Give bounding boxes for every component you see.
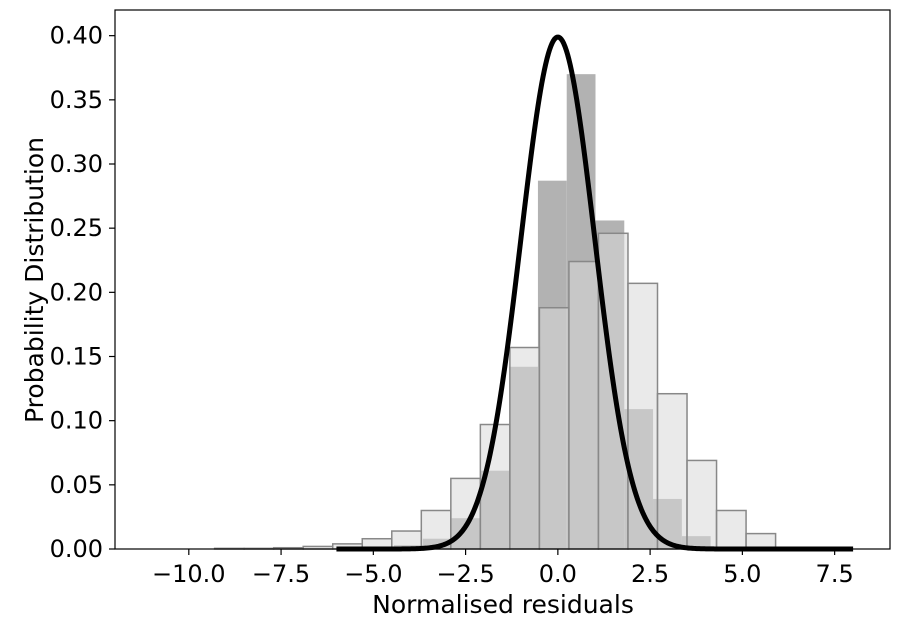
y-tick-label: 0.15 [50,343,103,371]
x-tick-label: −7.5 [252,560,310,588]
x-tick-label: 0.0 [539,560,577,588]
outline-histogram-bar [538,306,570,550]
outline-histogram-bar [479,423,511,550]
x-tick-label: −10.0 [152,560,226,588]
y-tick-label: 0.05 [50,471,103,499]
outline-histogram-bar [568,260,600,550]
y-tick-label: 0.35 [50,86,103,114]
plot-area [213,34,855,552]
y-tick-label: 0.25 [50,214,103,242]
y-tick-label: 0.00 [50,535,103,563]
y-axis: 0.00 0.05 0.10 0.15 0.20 0.25 0.30 0.35 0.40 [50,22,115,563]
y-tick-label: 0.20 [50,278,103,306]
y-tick-label: 0.40 [50,22,103,50]
y-axis-label: Probability Distribution [20,137,49,423]
x-tick-label: −5.0 [344,560,402,588]
x-tick-label: 5.0 [723,560,761,588]
outline-histogram-bar [627,282,659,550]
outline-histogram-bar [656,392,688,550]
outline-histogram-bar [686,459,718,550]
x-tick-label: 2.5 [631,560,669,588]
y-tick-label: 0.10 [50,407,103,435]
x-axis: −10.0 −7.5 −5.0 −2.5 0.0 2.5 5.0 7.5 [152,549,854,588]
plot-frame [114,9,891,550]
outline-histogram-bar [509,346,541,550]
x-tick-label: −2.5 [436,560,494,588]
x-axis-label: Normalised residuals [372,590,634,619]
x-tick-label: 7.5 [816,560,854,588]
y-tick-label: 0.30 [50,150,103,178]
outline-histogram-bar [715,509,747,550]
